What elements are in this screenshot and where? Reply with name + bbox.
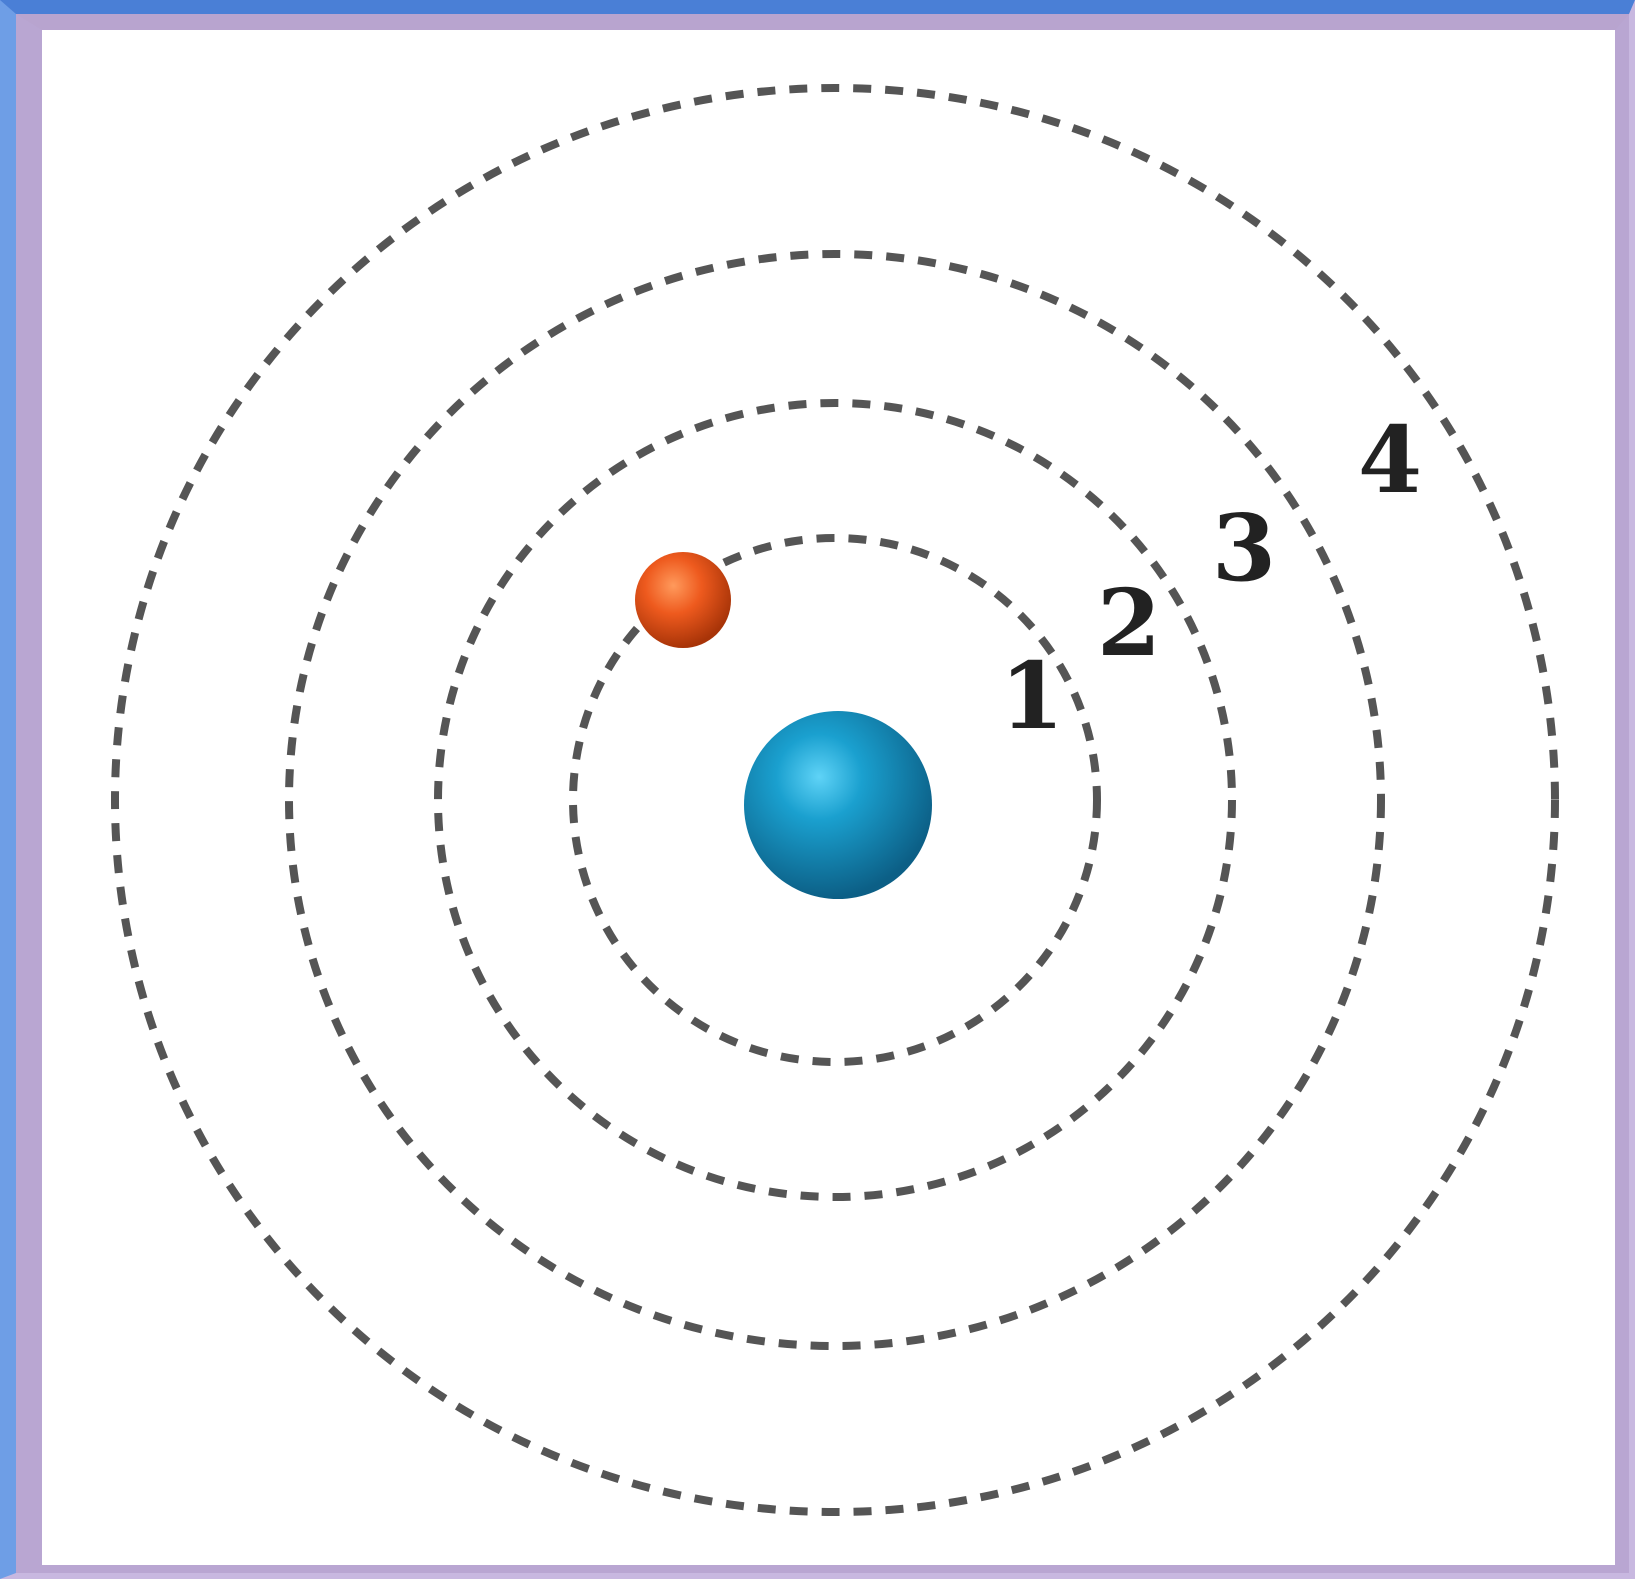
orbit-label-4: 4 [1358,406,1422,514]
electron [635,552,731,648]
orbit-1 [569,534,1101,1066]
orbit-label-3: 3 [1212,494,1276,602]
orbit-3 [285,250,1385,1350]
frame-border-inner [16,14,1629,1573]
orbit-4 [111,84,1559,1516]
nucleus [744,711,932,899]
orbit-2 [434,399,1236,1201]
orbit-label-1: 1 [1000,642,1064,750]
orbit-label-2: 2 [1097,569,1161,677]
